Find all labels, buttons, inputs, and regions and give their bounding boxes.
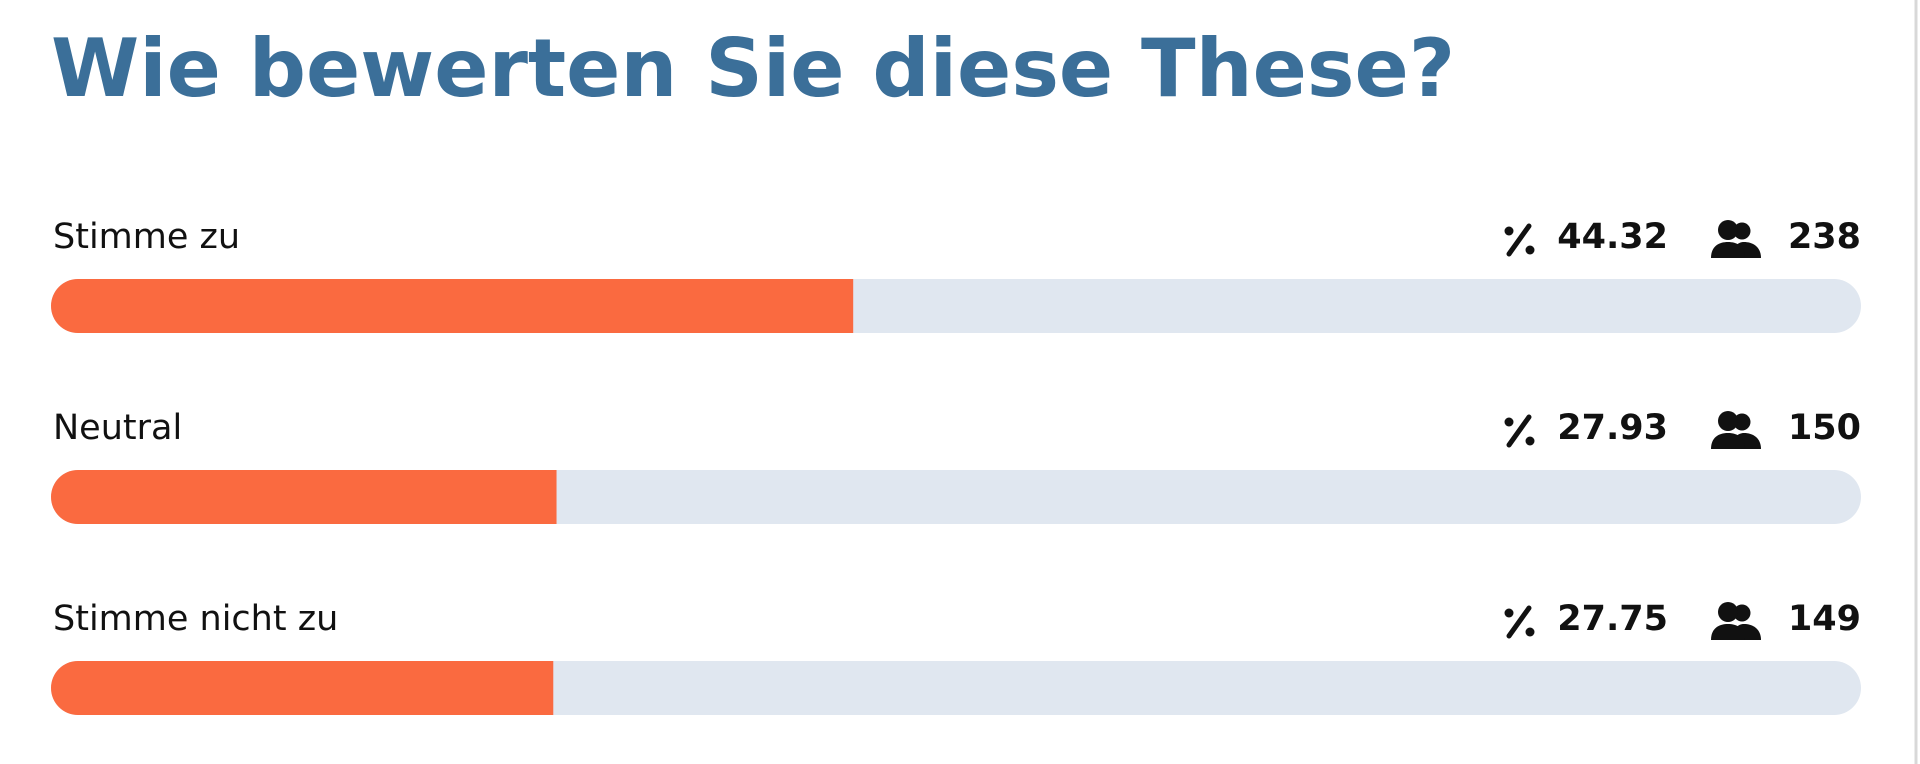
option-label: Stimme zu <box>53 217 240 257</box>
users-icon-head <box>1733 604 1751 622</box>
percent-icon <box>1504 605 1535 639</box>
percent-value: 27.93 <box>1557 408 1668 448</box>
percent-icon-dot <box>1525 245 1535 255</box>
percent-icon-dot <box>1525 627 1535 637</box>
users-icon <box>1711 220 1761 258</box>
users-icon-body <box>1711 433 1745 449</box>
bar-fill <box>51 470 557 524</box>
poll-title: Wie bewerten Sie diese These? <box>51 22 1455 115</box>
users-icon-head <box>1718 602 1738 622</box>
users-icon-head <box>1733 413 1751 431</box>
percent-icon-dot <box>1504 226 1514 236</box>
percent-icon-dot <box>1504 608 1514 618</box>
option-label: Neutral <box>53 408 182 448</box>
percent-icon-slash <box>1506 414 1532 448</box>
bar-fill <box>51 661 554 715</box>
option-row: Neutral 27.93 150 <box>51 408 1861 524</box>
users-icon-body <box>1711 624 1745 640</box>
option-row: Stimme nicht zu 27.75 149 <box>51 599 1861 715</box>
percent-icon <box>1504 223 1535 257</box>
users-icon-body <box>1711 242 1745 258</box>
percent-icon-dot <box>1525 436 1535 446</box>
bar-fill <box>51 279 854 333</box>
users-icon-head <box>1718 220 1738 240</box>
option-row: Stimme zu 44.32 238 <box>51 217 1861 333</box>
option-label: Stimme nicht zu <box>53 599 338 639</box>
percent-icon-slash <box>1506 605 1532 639</box>
percent-icon <box>1504 414 1535 448</box>
percent-value: 27.75 <box>1557 599 1668 639</box>
users-icon <box>1711 602 1761 640</box>
count-value: 150 <box>1788 408 1861 448</box>
percent-icon-dot <box>1504 417 1514 427</box>
percent-icon-slash <box>1506 223 1532 257</box>
count-value: 238 <box>1788 217 1861 257</box>
percent-value: 44.32 <box>1557 217 1668 257</box>
users-icon <box>1711 411 1761 449</box>
count-value: 149 <box>1788 599 1861 639</box>
users-icon-head <box>1733 222 1751 240</box>
users-icon-head <box>1718 411 1738 431</box>
